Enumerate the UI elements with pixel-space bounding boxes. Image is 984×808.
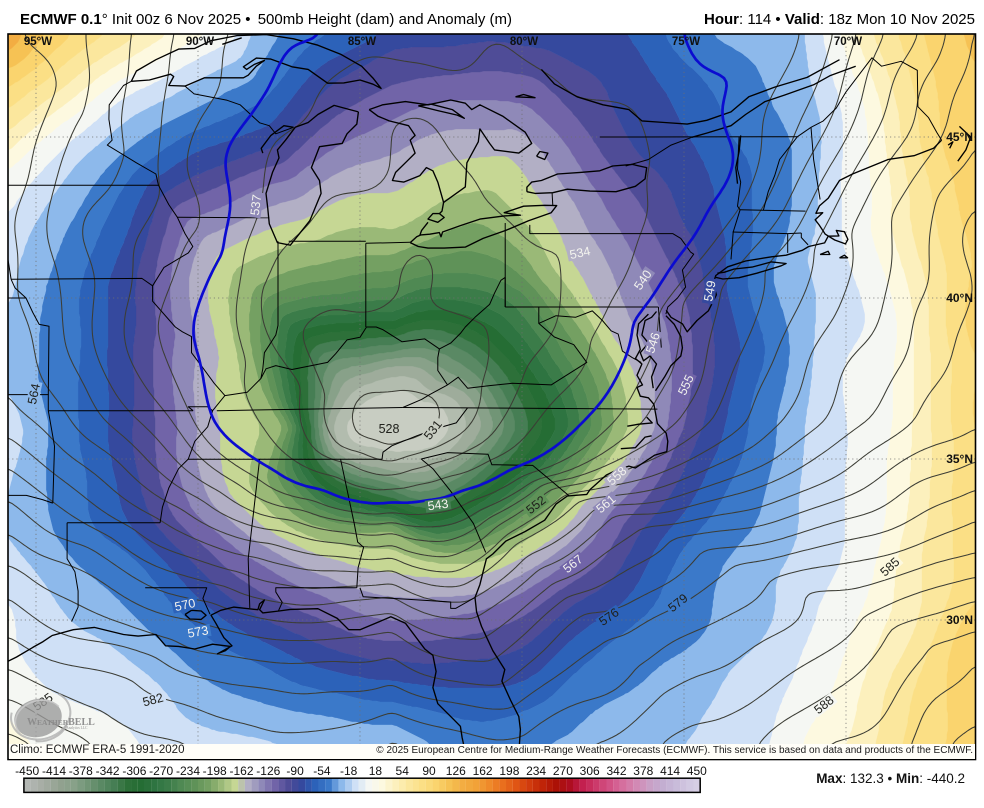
svg-text:WEATHERBELL: WEATHERBELL	[27, 717, 95, 728]
svg-text:-54: -54	[313, 764, 331, 778]
svg-text:126: 126	[446, 764, 466, 778]
svg-text:582: 582	[141, 691, 165, 710]
svg-text:18: 18	[369, 764, 383, 778]
svg-text:414: 414	[660, 764, 680, 778]
svg-text:543: 543	[427, 497, 450, 514]
svg-text:546: 546	[643, 331, 663, 355]
svg-text:-450: -450	[15, 764, 39, 778]
svg-text:Analytics LLC: Analytics LLC	[66, 726, 88, 730]
svg-text:549: 549	[701, 279, 718, 302]
svg-text:-198: -198	[203, 764, 227, 778]
svg-text:378: 378	[633, 764, 653, 778]
svg-text:-234: -234	[176, 764, 200, 778]
svg-text:234: 234	[526, 764, 546, 778]
svg-text:-126: -126	[256, 764, 280, 778]
svg-text:85°W: 85°W	[348, 36, 376, 48]
svg-text:-270: -270	[149, 764, 173, 778]
svg-text:90: 90	[422, 764, 436, 778]
svg-text:35°N: 35°N	[946, 452, 973, 466]
svg-text:198: 198	[499, 764, 519, 778]
svg-text:-90: -90	[286, 764, 304, 778]
svg-text:-18: -18	[340, 764, 358, 778]
svg-text:570: 570	[173, 596, 196, 614]
svg-text:162: 162	[473, 764, 493, 778]
svg-text:45°N: 45°N	[946, 130, 973, 144]
svg-text:-378: -378	[69, 764, 93, 778]
svg-text:70°W: 70°W	[834, 36, 862, 48]
svg-text:-306: -306	[122, 764, 146, 778]
svg-text:75°W: 75°W	[672, 36, 700, 48]
svg-text:40°N: 40°N	[946, 291, 973, 305]
svg-text:-342: -342	[96, 764, 120, 778]
svg-text:-414: -414	[42, 764, 66, 778]
svg-text:537: 537	[248, 194, 264, 216]
svg-text:30°N: 30°N	[946, 613, 973, 627]
svg-text:342: 342	[606, 764, 626, 778]
svg-text:306: 306	[580, 764, 600, 778]
svg-text:450: 450	[687, 764, 707, 778]
svg-text:95°W: 95°W	[24, 36, 52, 48]
svg-text:528: 528	[379, 422, 400, 436]
svg-text:573: 573	[187, 623, 210, 640]
svg-text:534: 534	[568, 244, 591, 262]
svg-text:80°W: 80°W	[510, 36, 538, 48]
svg-text:90°W: 90°W	[186, 36, 214, 48]
svg-text:54: 54	[396, 764, 410, 778]
svg-text:-162: -162	[229, 764, 253, 778]
svg-text:270: 270	[553, 764, 573, 778]
svg-text:564: 564	[25, 382, 43, 405]
